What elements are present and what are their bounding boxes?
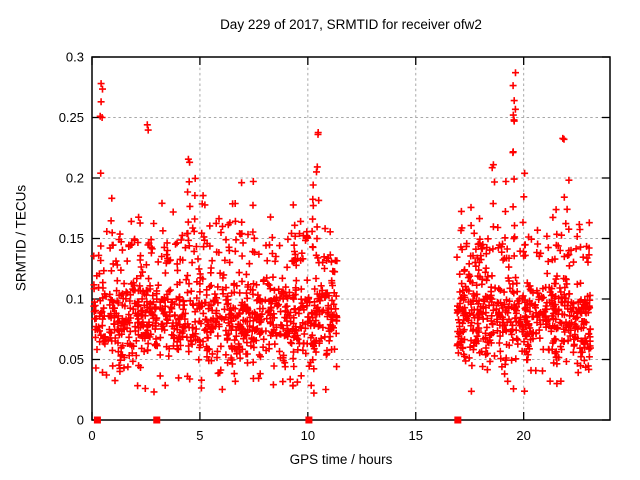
y-tick-label: 0 xyxy=(77,413,84,428)
x-axis-label: GPS time / hours xyxy=(289,452,393,467)
y-tick-label: 0.25 xyxy=(59,110,84,125)
y-tick-label: 0.2 xyxy=(66,171,84,186)
x-tick-label: 20 xyxy=(516,428,530,443)
y-tick-label: 0.1 xyxy=(66,292,84,307)
zero-value-marker xyxy=(153,416,161,424)
chart-title: Day 229 of 2017, SRMTID for receiver ofw… xyxy=(220,17,482,32)
y-axis-label: SRMTID / TECUs xyxy=(13,184,29,292)
x-tick-label: 5 xyxy=(196,428,203,443)
y-tick-label: 0.15 xyxy=(59,231,84,246)
x-tick-label: 10 xyxy=(301,428,315,443)
y-tick-label: 0.3 xyxy=(66,50,84,65)
zero-value-marker xyxy=(93,416,101,424)
zero-value-marker xyxy=(454,416,462,424)
y-tick-label: 0.05 xyxy=(59,352,84,367)
data-points xyxy=(90,69,594,397)
x-tick-label: 0 xyxy=(88,428,95,443)
x-tick-label: 15 xyxy=(409,428,423,443)
zero-value-marker xyxy=(305,416,313,424)
